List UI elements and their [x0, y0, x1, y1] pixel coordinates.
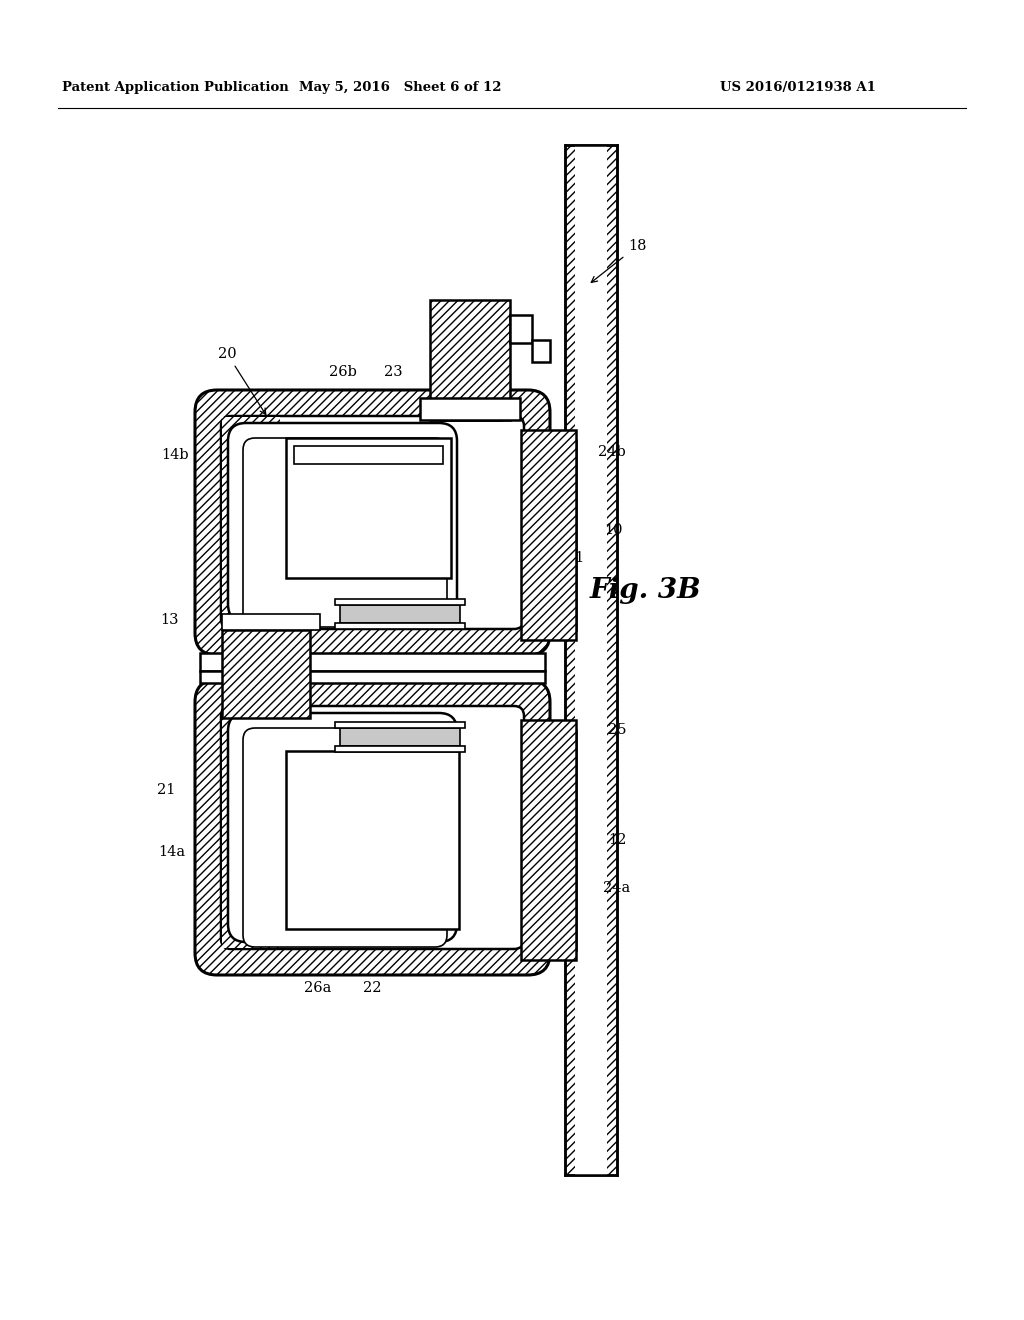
Text: May 5, 2016   Sheet 6 of 12: May 5, 2016 Sheet 6 of 12	[299, 82, 502, 95]
Bar	[565, 730, 575, 950]
Bar	[222, 614, 319, 630]
Bar	[222, 630, 310, 718]
FancyBboxPatch shape	[221, 416, 524, 630]
FancyBboxPatch shape	[228, 422, 457, 622]
Text: 12: 12	[608, 833, 627, 847]
Text: 26a: 26a	[304, 981, 332, 995]
Bar	[575, 145, 607, 1175]
Text: US 2016/0121938 A1: US 2016/0121938 A1	[720, 82, 876, 95]
Text: Patent Application Publication: Patent Application Publication	[62, 82, 289, 95]
FancyBboxPatch shape	[195, 389, 550, 655]
Bar	[335, 599, 465, 605]
Bar	[532, 341, 550, 362]
Text: 14a: 14a	[159, 845, 185, 859]
Bar	[430, 300, 510, 420]
Text: 24a: 24a	[603, 880, 631, 895]
Bar	[200, 671, 545, 682]
Text: 23: 23	[384, 366, 402, 379]
Bar	[420, 399, 520, 420]
Bar	[286, 751, 459, 929]
Bar	[510, 315, 532, 343]
FancyBboxPatch shape	[195, 680, 550, 975]
Text: 10: 10	[605, 523, 624, 537]
Text: 26b: 26b	[329, 366, 357, 379]
Text: 24b: 24b	[598, 445, 626, 459]
Bar	[565, 440, 575, 630]
Text: 27: 27	[467, 321, 485, 335]
Bar	[222, 708, 280, 948]
Bar	[294, 446, 443, 465]
Bar	[335, 623, 465, 630]
Bar	[565, 145, 617, 1175]
Bar	[340, 605, 460, 623]
FancyBboxPatch shape	[228, 713, 457, 942]
Text: 21: 21	[157, 783, 175, 797]
FancyBboxPatch shape	[243, 438, 447, 627]
Text: Fig. 3B: Fig. 3B	[590, 577, 701, 603]
Bar	[335, 722, 465, 729]
Text: 11: 11	[566, 550, 584, 565]
Bar	[340, 729, 460, 746]
Bar	[521, 430, 575, 640]
Text: 13: 13	[161, 612, 179, 627]
Text: 20: 20	[218, 347, 266, 414]
FancyBboxPatch shape	[221, 706, 524, 949]
FancyBboxPatch shape	[243, 729, 447, 946]
Text: 25: 25	[608, 723, 627, 737]
Bar	[222, 417, 280, 628]
Bar	[286, 438, 451, 578]
Text: 18: 18	[591, 239, 646, 282]
Bar	[200, 653, 545, 671]
Text: 14b: 14b	[161, 447, 188, 462]
Bar	[335, 746, 465, 752]
Bar	[440, 389, 500, 420]
Bar	[521, 719, 575, 960]
Text: 22: 22	[362, 981, 381, 995]
